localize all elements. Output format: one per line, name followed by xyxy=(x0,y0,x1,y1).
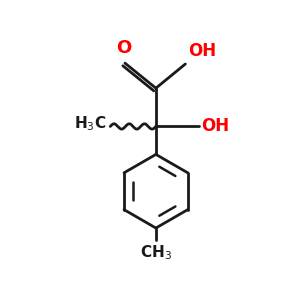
Text: H$_3$C: H$_3$C xyxy=(74,115,107,134)
Text: O: O xyxy=(116,39,131,57)
Text: OH: OH xyxy=(201,117,229,135)
Text: OH: OH xyxy=(188,42,216,60)
Text: CH$_3$: CH$_3$ xyxy=(140,243,172,262)
